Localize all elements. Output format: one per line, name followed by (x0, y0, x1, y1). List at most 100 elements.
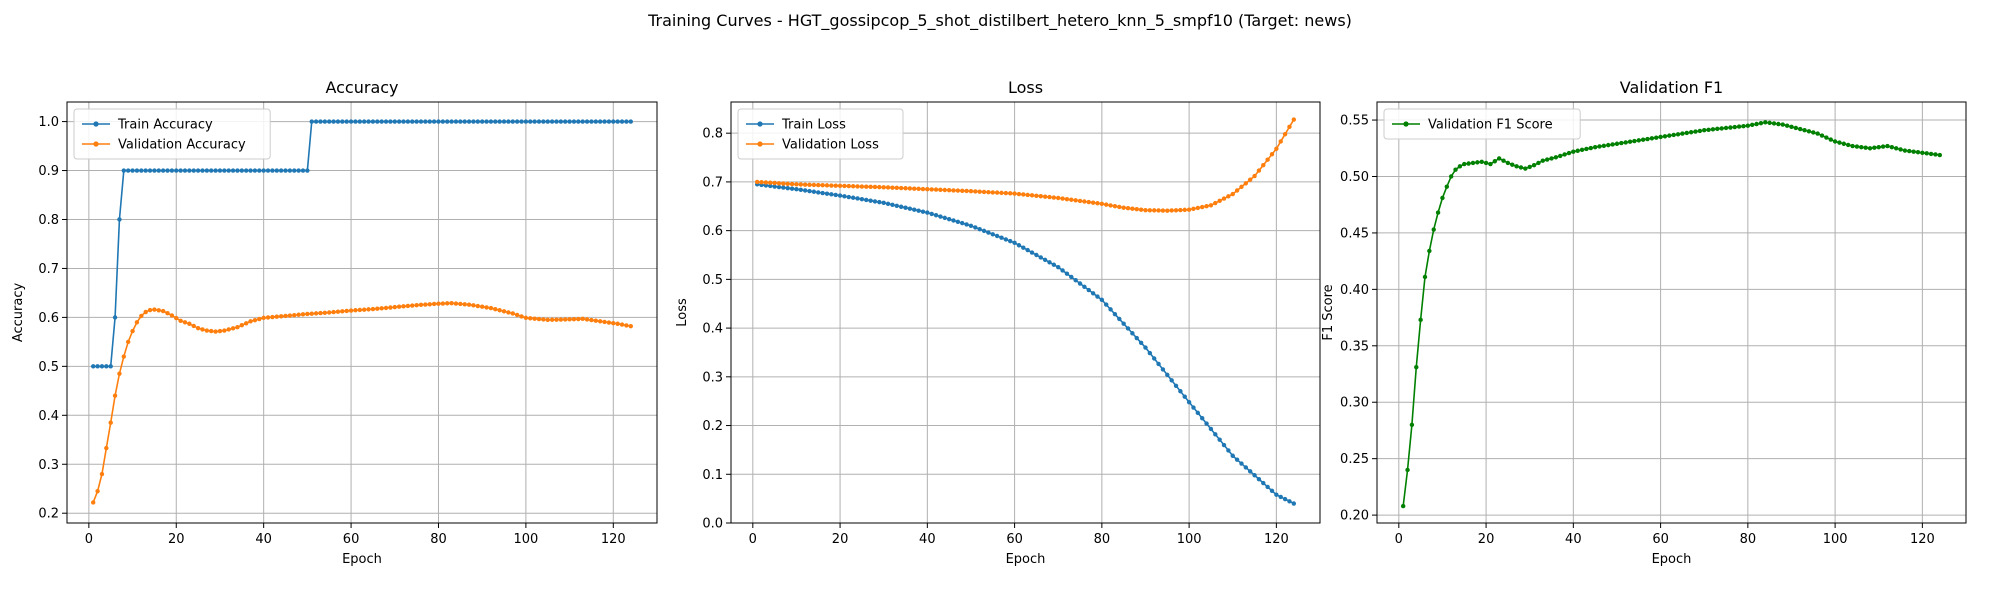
y-tick-label: 0.35 (1340, 339, 1369, 354)
train-loss-point (1265, 484, 1270, 490)
train-accuracy-point (619, 119, 625, 124)
train-loss-point (920, 209, 926, 214)
validation-loss-point (802, 182, 808, 187)
train-accuracy-point (532, 119, 537, 124)
validation-f1-score-point (1893, 146, 1899, 151)
train-loss-point (1261, 480, 1266, 486)
validation-loss-point (1169, 208, 1174, 213)
validation-accuracy-point (427, 302, 432, 307)
validation-loss-point (781, 181, 786, 186)
validation-accuracy-point (222, 328, 227, 333)
train-loss-point (1025, 247, 1030, 253)
validation-loss-point (855, 184, 860, 189)
validation-accuracy-point (335, 309, 341, 314)
validation-f1-score-point (1606, 142, 1611, 148)
validation-accuracy-point (313, 311, 319, 316)
validation-accuracy-point (462, 302, 467, 307)
train-loss-point (1073, 278, 1078, 283)
validation-accuracy-point (169, 313, 175, 318)
train-accuracy-point (488, 119, 494, 124)
y-tick-label: 0.50 (1340, 170, 1369, 185)
train-accuracy-point (112, 315, 118, 320)
validation-loss-point (1112, 203, 1118, 209)
train-loss-point (898, 204, 904, 209)
train-loss-point (990, 232, 995, 237)
validation-f1-score-point (1784, 123, 1790, 128)
validation-accuracy-point (278, 314, 284, 319)
validation-accuracy-point (152, 307, 157, 312)
train-accuracy-point (597, 119, 603, 124)
legend: Train Loss Validation Loss (737, 108, 904, 160)
validation-loss-point (990, 190, 995, 195)
legend-marker (93, 141, 99, 147)
validation-accuracy-point (187, 321, 192, 326)
validation-loss-point (1090, 200, 1096, 205)
validation-accuracy-point (375, 306, 380, 311)
train-accuracy-point (257, 168, 262, 173)
validation-loss-point (1016, 191, 1022, 197)
train-loss-point (1208, 426, 1214, 432)
y-tick-label: 0.6 (702, 224, 723, 239)
validation-accuracy-point (449, 301, 454, 306)
loss-panel: 0 20 40 60 80 100 120 0.0 0.1 0.2 0.3 0.4 0.5 0.6 0.7 0… (675, 78, 1321, 567)
train-loss-point (1247, 469, 1253, 474)
validation-loss-point (1247, 177, 1253, 182)
train-accuracy-point (108, 364, 113, 369)
validation-f1-score-point (1907, 148, 1912, 154)
validation-f1-score-point (1649, 136, 1655, 141)
train-loss-point (807, 188, 812, 194)
validation-accuracy-point (340, 309, 345, 314)
train-accuracy-point (134, 168, 140, 173)
y-tick-label: 0.9 (38, 164, 59, 179)
validation-loss-point (968, 188, 974, 194)
train-accuracy-point (248, 168, 253, 173)
x-tick-label: 100 (1823, 532, 1848, 547)
train-loss-point (1191, 405, 1196, 410)
train-loss-point (1112, 311, 1118, 317)
validation-accuracy-point (554, 317, 559, 322)
train-loss-point (1278, 494, 1283, 500)
train-loss-point (1156, 361, 1161, 367)
validation-accuracy-point (458, 301, 463, 307)
validation-f1-score-point (1819, 133, 1825, 138)
validation-loss-point (872, 184, 878, 190)
train-accuracy-point (392, 119, 397, 124)
train-accuracy-point (554, 119, 559, 124)
validation-f1-score-point (1863, 145, 1868, 150)
validation-accuracy-point (130, 328, 135, 334)
validation-loss-point (1086, 199, 1091, 205)
x-tick-label: 80 (1094, 532, 1111, 547)
validation-loss-point (1003, 190, 1009, 196)
validation-f1-score-point (1671, 132, 1676, 138)
train-loss-point (994, 233, 1000, 239)
validation-accuracy-point (195, 325, 201, 331)
validation-f1-score-point (1828, 137, 1833, 142)
validation-accuracy-point (628, 324, 633, 329)
validation-accuracy-point (283, 313, 288, 319)
train-accuracy-point (178, 168, 183, 173)
train-loss-point (1117, 316, 1122, 322)
validation-loss-point (1077, 198, 1083, 204)
validation-f1-score-point (1658, 134, 1663, 140)
validation-loss-point (1143, 207, 1148, 213)
validation-loss-point (955, 188, 961, 193)
validation-loss-point (1134, 207, 1139, 212)
validation-loss-point (1029, 193, 1035, 198)
train-accuracy-point (143, 168, 148, 173)
validation-loss-point (1217, 198, 1222, 204)
validation-loss-point (942, 187, 947, 193)
y-tick-label: 0.2 (702, 419, 723, 434)
train-accuracy-point (305, 168, 310, 173)
train-accuracy-point (606, 119, 612, 124)
validation-accuracy-point (567, 317, 572, 322)
validation-loss-point (890, 185, 895, 190)
train-accuracy-point (353, 119, 358, 124)
validation-loss-point (912, 186, 917, 191)
validation-f1-score-point (1920, 150, 1925, 155)
train-accuracy-point (580, 119, 585, 124)
validation-accuracy-point (322, 310, 328, 315)
validation-loss-point (1165, 208, 1170, 213)
train-loss-point (1060, 268, 1065, 273)
train-loss-point (864, 197, 869, 203)
validation-loss-point (1147, 208, 1153, 213)
